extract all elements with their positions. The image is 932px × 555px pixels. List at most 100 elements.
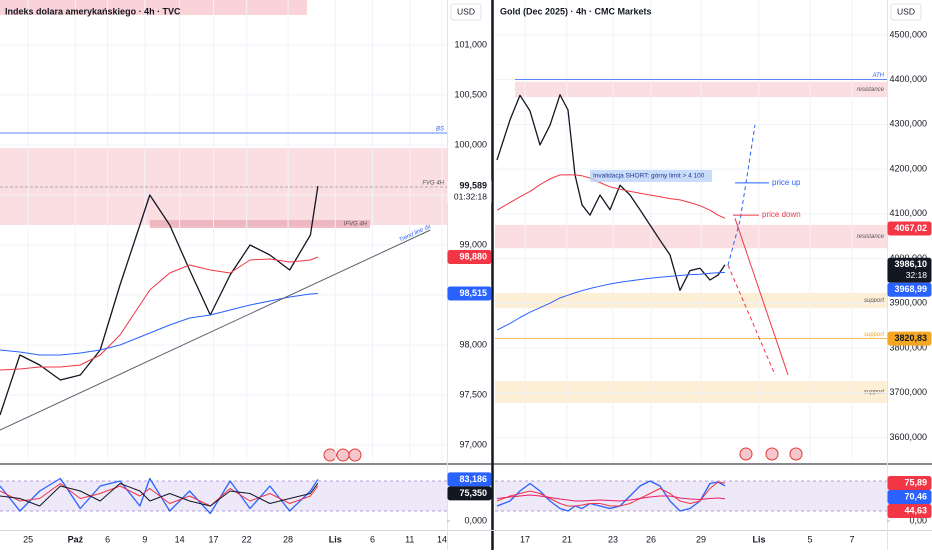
x-tick-label: 5: [807, 534, 812, 544]
event-icon[interactable]: [765, 447, 779, 461]
zone: [495, 292, 887, 309]
series-line: [496, 174, 726, 219]
series-line: [0, 293, 318, 356]
price-label-text: 3986,10: [894, 259, 927, 269]
series-line: [496, 94, 726, 291]
y-tick-label: 3800,000: [889, 342, 927, 352]
currency-label: USD: [897, 6, 915, 16]
x-tick-label: 17: [209, 534, 219, 544]
event-icon[interactable]: [739, 447, 753, 461]
price-label: [447, 286, 492, 301]
currency-label: USD: [457, 6, 475, 16]
x-tick-label: 21: [562, 534, 572, 544]
y-tick-label: 0,00: [909, 515, 927, 525]
event-icons[interactable]: [323, 447, 803, 462]
chart-title: Indeks dolara amerykańskiego · 4h · TVC: [5, 6, 181, 16]
chart-pane: 0,00 75,89 70,46 44,63: [495, 476, 932, 525]
y-tick-label: 4400,000: [889, 74, 927, 84]
price-label: [447, 486, 492, 501]
countdown: 32:18: [906, 270, 928, 280]
y-tick-label: 100,000: [454, 139, 487, 149]
series-line: [0, 483, 319, 507]
x-tick-label: 23: [608, 534, 618, 544]
event-icon[interactable]: [336, 448, 350, 462]
y-tick-label: 4500,000: [889, 29, 927, 39]
price-label: [887, 221, 932, 236]
event-icon[interactable]: [789, 447, 803, 461]
y-tick-label: 4200,000: [889, 163, 927, 173]
y-tick-label: 99,000: [459, 239, 487, 249]
price-label: [887, 282, 932, 297]
zone-label: resistance: [857, 234, 885, 240]
x-tick-label: 29: [696, 534, 706, 544]
event-icon[interactable]: [323, 448, 337, 462]
line-label: FVG 4H: [422, 181, 444, 187]
x-tick-label: 22: [242, 534, 252, 544]
event-icon[interactable]: [348, 448, 362, 462]
y-tick-label: 97,500: [459, 389, 487, 399]
zone: [495, 381, 887, 403]
annotation-box: [590, 170, 712, 182]
line-label: BS: [436, 127, 444, 133]
y-tick-label: 3900,000: [889, 298, 927, 308]
countdown: 01:32:18: [454, 191, 487, 201]
price-label: [887, 331, 932, 346]
x-tick-label: Lis: [752, 534, 765, 544]
x-tick-label: 6: [370, 534, 375, 544]
drawing-line: [734, 218, 789, 375]
zone-label: resistance: [857, 87, 885, 93]
y-tick-label: 0,000: [464, 515, 487, 525]
zone: [495, 224, 887, 249]
price-label: [887, 504, 932, 519]
x-tick-label: 14: [437, 534, 447, 544]
title-highlight: [0, 0, 307, 15]
zone-label: support: [864, 298, 884, 304]
chart-title: Gold (Dec 2025) · 4h · CMC Markets: [500, 6, 652, 16]
y-tick-label: 3700,000: [889, 387, 927, 397]
price-label-text: 3968,99: [894, 284, 927, 294]
x-tick-label: 14: [175, 534, 185, 544]
y-tick-label: 100,500: [454, 89, 487, 99]
x-tick-label: 26: [646, 534, 656, 544]
price-label: [447, 472, 492, 487]
series-line: [0, 477, 319, 515]
drawing-line: [727, 124, 756, 266]
y-tick-label: 98,000: [459, 339, 487, 349]
x-tick-label: Paź: [68, 534, 84, 544]
x-tick-label: 28: [283, 534, 293, 544]
currency-box: [450, 3, 482, 21]
x-tick-label: 25: [23, 534, 33, 544]
zone: [0, 148, 447, 225]
y-tick-label: 101,000: [454, 39, 487, 49]
chart-pane: resistance resistance support support 3600,0…: [495, 0, 932, 544]
zone: [149, 220, 371, 228]
series-line: [0, 256, 319, 371]
x-tick-label: 17: [520, 534, 530, 544]
price-label-text: 99,589: [459, 180, 487, 190]
series-line: [0, 483, 319, 507]
price-label-text: 70,46: [904, 491, 927, 501]
y-tick-label: 3600,000: [889, 432, 927, 442]
price-label: [887, 257, 932, 283]
series-line: [496, 494, 726, 502]
currency-box: [890, 3, 922, 21]
drawing-line: [0, 229, 431, 431]
drawing-label: price down: [762, 210, 801, 219]
y-tick-label: 97,000: [459, 439, 487, 449]
price-label-text: 4067,02: [894, 223, 927, 233]
annotation-text: Invalidacja SHORT: górny limit > 4 100: [593, 173, 705, 180]
zone-label: IFVG 4H: [344, 222, 368, 228]
price-label-text: 3820,83: [894, 333, 927, 343]
series-line: [0, 186, 319, 416]
price-label: [887, 476, 932, 491]
x-tick-label: 7: [849, 534, 854, 544]
chart-pane: IFVG 4H97,00097,50098,00098,50099,00099,…: [0, 0, 492, 544]
y-tick-label: 4300,000: [889, 119, 927, 129]
series-line: [496, 271, 726, 331]
oscillator-band: [495, 481, 887, 511]
drawing-label: Trend line dx: [398, 223, 432, 243]
line-label: ATH: [871, 73, 884, 79]
